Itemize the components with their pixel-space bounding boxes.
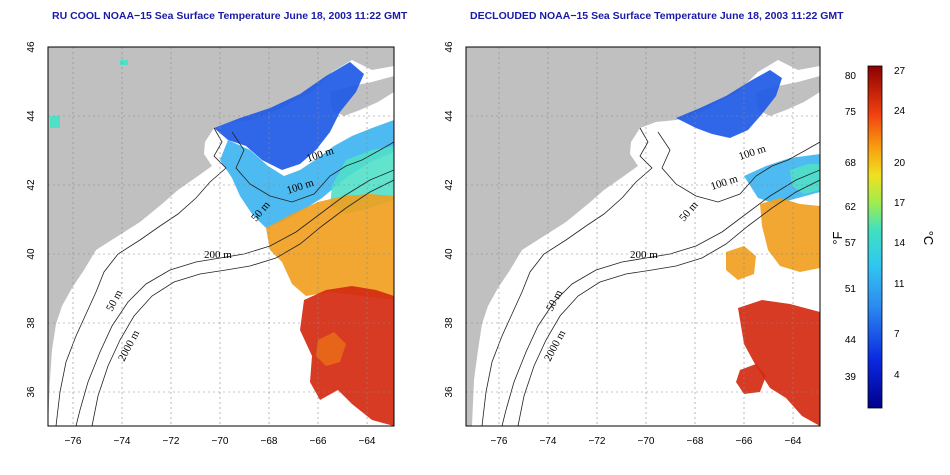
right-x-tick-label: −74 <box>540 436 557 447</box>
right-nova-scotia <box>756 76 820 116</box>
right-x-tick-label: −76 <box>491 436 508 447</box>
colorbar-c-tick-label: 20 <box>894 158 906 169</box>
right-y-tick-label: 36 <box>444 386 455 398</box>
right-map-panel: 100 m 100 m 50 m 200 m 50 m 2000 m −76 −… <box>444 41 821 447</box>
left-y-tick-label: 42 <box>26 179 37 191</box>
left-map-frame <box>47 46 395 427</box>
left-isobath-2000m <box>91 179 394 426</box>
colorbar-c-tick-label: 17 <box>894 198 906 209</box>
right-x-tick-label: −66 <box>736 436 753 447</box>
colorbar-celsius-scale: 27 24 20 17 14 11 7 4 <box>894 66 906 381</box>
colorbar-f-tick-label: 44 <box>845 335 857 346</box>
colorbar-c-tick-label: 27 <box>894 66 906 77</box>
right-sst-cold-patch <box>676 70 782 138</box>
right-x-tick-label: −72 <box>589 436 606 447</box>
left-x-tick-label: −66 <box>310 436 327 447</box>
left-y-tick-label: 40 <box>26 248 37 260</box>
left-sst-coastal-pixel <box>120 60 128 65</box>
colorbar-c-tick-label: 7 <box>894 329 900 340</box>
colorbar-c-tick-label: 4 <box>894 370 900 381</box>
right-isobath-100m <box>657 131 820 203</box>
right-isobath-200m <box>501 169 820 426</box>
colorbar-celsius-label: °C <box>921 231 936 246</box>
right-sst-warm-patch <box>760 198 820 272</box>
colorbar-f-tick-label: 62 <box>845 202 857 213</box>
left-x-tick-label: −64 <box>359 436 376 447</box>
left-y-axis: 46 44 42 40 38 36 <box>26 41 37 398</box>
left-nova-scotia <box>330 76 394 116</box>
right-y-tick-label: 38 <box>444 317 455 329</box>
left-x-tick-label: −74 <box>114 436 131 447</box>
colorbar-f-tick-label: 80 <box>845 71 857 82</box>
right-x-tick-label: −68 <box>687 436 704 447</box>
left-x-tick-label: −76 <box>65 436 82 447</box>
left-y-tick-label: 44 <box>26 110 37 122</box>
right-isobath-50m <box>481 127 653 426</box>
left-sst-coastal-pixel <box>50 116 60 128</box>
right-panel-title: DECLOUDED NOAA−15 Sea Surface Temperatur… <box>470 10 844 22</box>
colorbar-f-tick-label: 39 <box>845 372 857 383</box>
left-panel-title: RU COOL NOAA−15 Sea Surface Temperature … <box>52 10 408 22</box>
colorbar-c-tick-label: 11 <box>894 279 905 290</box>
colorbar-f-tick-label: 57 <box>845 238 857 249</box>
right-isobath-label: 200 m <box>630 249 658 261</box>
right-x-tick-label: −64 <box>785 436 802 447</box>
left-land-mass <box>48 47 394 426</box>
left-isobath-label: 200 m <box>204 249 232 261</box>
colorbar-f-tick-label: 68 <box>845 158 857 169</box>
colorbar-f-tick-label: 51 <box>845 284 857 295</box>
right-map-frame <box>465 46 821 427</box>
left-x-tick-label: −70 <box>212 436 229 447</box>
right-x-tick-label: −70 <box>638 436 655 447</box>
left-x-axis: −76 −74 −72 −70 −68 −66 −64 <box>65 436 376 447</box>
colorbar-fahrenheit-label: °F <box>830 231 845 244</box>
left-x-tick-label: −68 <box>261 436 278 447</box>
left-isobath-50m <box>55 127 227 426</box>
colorbar-fahrenheit-scale: 80 75 68 62 57 51 44 39 <box>845 71 857 383</box>
right-gridlines <box>466 47 820 426</box>
colorbar-c-tick-label: 14 <box>894 238 906 249</box>
right-y-tick-label: 46 <box>444 41 455 53</box>
left-isobath-100m <box>231 131 394 203</box>
left-map-panel: 100 m 100 m 50 m 200 m 50 m 2000 m −76 −… <box>26 41 395 447</box>
right-y-axis: 46 44 42 40 38 36 <box>444 41 455 398</box>
left-y-tick-label: 38 <box>26 317 37 329</box>
right-isobath-2000m <box>517 179 820 426</box>
right-x-axis: −76 −74 −72 −70 −68 −66 −64 <box>491 436 802 447</box>
colorbar-c-tick-label: 24 <box>894 106 906 117</box>
left-sst-hot-spot <box>316 332 346 366</box>
left-x-tick-label: −72 <box>163 436 180 447</box>
left-y-tick-label: 36 <box>26 386 37 398</box>
right-sst-hot-patch <box>736 364 766 394</box>
right-land-mass <box>466 47 820 426</box>
left-gridlines <box>48 47 394 426</box>
colorbar-ramp <box>867 65 883 409</box>
left-y-tick-label: 46 <box>26 41 37 53</box>
left-sst-warm-patch <box>266 194 394 300</box>
right-y-tick-label: 40 <box>444 248 455 260</box>
colorbar-f-tick-label: 75 <box>845 107 857 118</box>
left-sst-hot-patch <box>300 286 394 426</box>
colorbar: 80 75 68 62 57 51 44 39 27 24 20 17 14 1… <box>830 65 936 409</box>
left-isobath-200m <box>75 169 394 426</box>
right-sst-hot-patch <box>738 300 820 426</box>
left-sst-cool-patch <box>220 120 394 228</box>
right-sst-warm-patch <box>726 246 756 280</box>
right-y-tick-label: 42 <box>444 179 455 191</box>
right-y-tick-label: 44 <box>444 110 455 122</box>
right-sst-mild-patch <box>790 164 820 194</box>
